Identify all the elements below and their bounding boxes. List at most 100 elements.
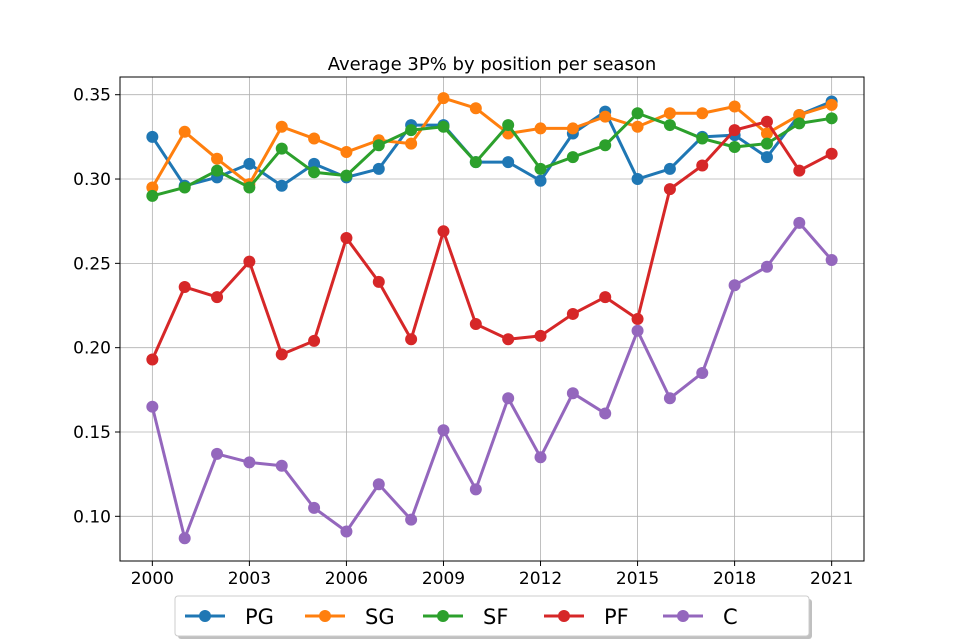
data-point-pg xyxy=(631,173,644,186)
data-point-sf xyxy=(372,139,385,152)
data-point-sf xyxy=(760,137,773,150)
plot-frame xyxy=(119,76,865,562)
data-point-pf xyxy=(211,291,224,304)
data-point-c xyxy=(469,483,482,496)
data-point-c xyxy=(178,532,191,545)
data-point-sf xyxy=(825,112,838,125)
data-point-c xyxy=(437,424,450,437)
data-point-pf xyxy=(469,318,482,331)
data-point-sf xyxy=(469,156,482,169)
data-point-sf xyxy=(728,140,741,153)
data-point-sf xyxy=(405,124,418,137)
series-line-sf xyxy=(151,111,832,198)
data-point-sf xyxy=(308,166,321,179)
series-sf xyxy=(146,107,838,202)
legend-label: PG xyxy=(245,605,274,629)
data-point-pf xyxy=(631,313,644,325)
legend-marker xyxy=(437,610,449,622)
data-point-c xyxy=(502,392,515,405)
data-point-c xyxy=(243,456,256,469)
data-point-pf xyxy=(405,333,418,346)
data-point-sf xyxy=(243,181,256,194)
data-point-sf xyxy=(211,164,224,177)
x-tick-label: 2021 xyxy=(810,569,853,589)
data-point-sg xyxy=(469,102,482,115)
data-point-c xyxy=(631,324,644,337)
legend-marker xyxy=(677,610,689,622)
data-point-sf xyxy=(534,162,547,175)
data-point-sf xyxy=(696,132,709,145)
data-point-c xyxy=(663,392,676,405)
data-point-sg xyxy=(825,98,838,111)
data-point-sg xyxy=(211,152,224,165)
legend-item-pf: PF xyxy=(544,605,629,629)
data-point-pg xyxy=(146,130,159,143)
data-point-c xyxy=(793,216,806,229)
data-point-c xyxy=(825,253,838,266)
data-point-sg xyxy=(631,120,644,133)
data-point-pg xyxy=(502,156,515,169)
series-c xyxy=(146,216,838,545)
y-tick-label: 0.10 xyxy=(73,507,111,527)
series-line-sg xyxy=(151,96,833,189)
tick-layer: 2000 2003 2006 2009 2012 2015 2018 2021 0.10 0.15… xyxy=(73,86,853,589)
legend-label: C xyxy=(723,605,738,629)
data-point-sg xyxy=(760,127,773,140)
data-point-sg xyxy=(308,132,321,145)
x-tick-label: 2003 xyxy=(228,569,271,589)
series-sg xyxy=(146,92,838,194)
legend-marker xyxy=(319,610,331,622)
data-point-pf xyxy=(502,333,515,346)
data-point-sf xyxy=(437,120,450,133)
data-point-sf xyxy=(275,142,288,155)
legend: PG SG SF PF C xyxy=(174,595,812,639)
y-tick-label: 0.30 xyxy=(73,170,111,190)
data-point-pf xyxy=(243,255,256,268)
grid xyxy=(120,77,864,561)
legend-item-c: C xyxy=(663,605,738,629)
data-point-pf xyxy=(437,225,450,238)
data-point-sg xyxy=(599,110,612,123)
legend-box xyxy=(174,595,810,637)
data-point-pg xyxy=(243,157,256,170)
legend-item-pg: PG xyxy=(185,605,274,629)
data-point-c xyxy=(275,459,288,472)
data-point-pf xyxy=(696,159,709,172)
data-point-sf xyxy=(663,119,676,132)
data-point-pf xyxy=(308,334,321,347)
data-point-pf xyxy=(728,124,741,137)
data-point-sf xyxy=(566,151,579,164)
data-point-sg xyxy=(340,146,353,159)
data-point-c xyxy=(696,366,709,379)
data-point-c xyxy=(728,279,741,292)
x-tick-label: 2015 xyxy=(616,569,659,589)
data-point-c xyxy=(211,447,224,460)
data-point-c xyxy=(760,260,773,273)
x-tick-label: 2006 xyxy=(325,569,368,589)
data-point-pf xyxy=(793,164,806,177)
y-tick-label: 0.15 xyxy=(73,423,111,443)
data-point-pf xyxy=(146,353,159,366)
data-point-pf xyxy=(178,280,191,293)
y-tick-label: 0.35 xyxy=(73,86,111,106)
x-tick-label: 2009 xyxy=(422,569,465,589)
data-point-sf xyxy=(793,117,806,130)
data-point-pf xyxy=(534,329,547,342)
data-point-sg xyxy=(405,137,418,150)
data-point-c xyxy=(599,407,612,420)
series-line-pf xyxy=(150,120,833,361)
data-point-sg xyxy=(534,122,547,135)
data-point-sf xyxy=(340,169,353,182)
data-point-sg xyxy=(793,108,806,121)
data-point-pg xyxy=(308,157,321,170)
series-line-pg xyxy=(151,100,833,188)
data-point-sf xyxy=(631,107,644,120)
legend-marker xyxy=(199,610,211,622)
data-point-sf xyxy=(178,181,191,194)
series-pf xyxy=(146,115,838,366)
data-point-pf xyxy=(372,275,385,288)
data-point-sf xyxy=(146,189,159,202)
data-point-sg xyxy=(178,125,191,138)
data-point-pf xyxy=(340,232,353,245)
